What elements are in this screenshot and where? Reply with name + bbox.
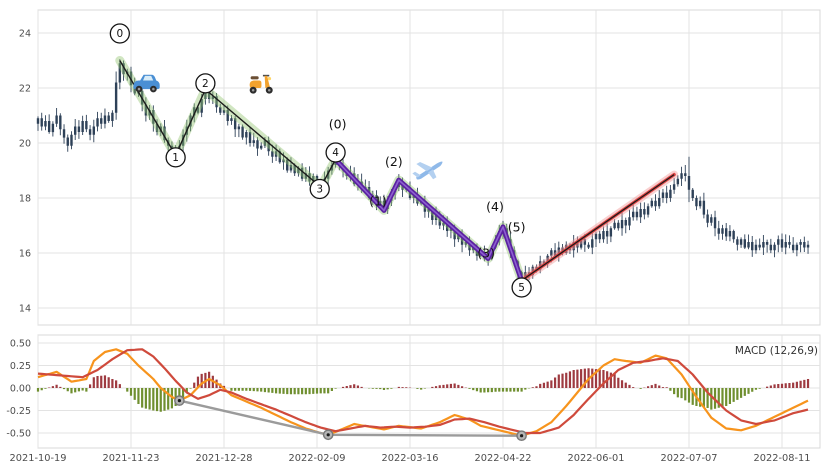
price-axis-label: 20 [19,139,31,150]
wave-circle-number: 2 [202,78,209,90]
wave-circle [309,178,330,200]
wave-paren-label: (5) [508,220,526,235]
wave-circle-label: 0 [109,23,130,44]
macd-axis-label: -0.25 [6,406,31,417]
wave-paren-label: (3) [477,246,495,261]
wave-circle-label: 4 [325,142,346,163]
macd-panel [37,334,821,449]
wave-circle-label: 3 [309,178,330,200]
price-axis-label: 24 [19,29,31,40]
macd-histogram-positive [48,368,810,388]
plane-shape [412,161,443,180]
macd-divergence-marker [516,430,527,442]
wave-circle [109,23,130,44]
wave-circle [195,73,216,94]
car-wheel-hub [152,87,155,91]
wave-paren-label: (0) [329,117,347,132]
plane-fuselage [416,161,443,180]
wave-paren-label: (1) [369,193,387,208]
divergence-dot-inner [520,434,524,438]
wave-circle-number: 0 [116,28,123,40]
price-axis-label: 18 [19,194,31,205]
date-axis-label: 2022-08-11 [754,453,811,464]
wave-circle-number: 1 [172,152,179,164]
wave-paren-label: (4) [486,199,504,214]
price-axis-label: 22 [19,84,31,95]
macd-axis-label: 0.25 [10,361,31,372]
macd-axis-label: 0.00 [10,384,31,395]
price-axis-label: 14 [19,304,31,315]
divergence-dot-inner [177,399,181,403]
date-axis-label: 2022-04-22 [475,453,532,464]
car-window [143,75,154,81]
price-axis-label: 16 [19,249,31,260]
wave-circle-label: 5 [511,277,532,298]
wave-circle [165,147,186,168]
macd-axis-label: -0.50 [6,429,31,440]
macd-histogram-negative [36,388,761,412]
scooter-headlight [267,77,272,81]
date-axis-label: 2022-03-16 [382,453,439,464]
macd-axis-label: 0.50 [10,339,31,350]
wave-circle-number: 3 [316,184,323,196]
date-axis-label: 2022-06-01 [568,453,625,464]
scooter-wheel-hub [251,88,255,92]
macd-divergence-marker [322,429,334,441]
macd-legend: MACD (12,26,9) [734,345,818,357]
scooter-icon [249,74,273,94]
scooter-wheel-hub [267,88,271,92]
scooter-front [264,75,270,89]
plane-wing-upper [416,161,433,172]
wave-circle-number: 5 [518,282,525,294]
macd-signal-line [37,348,809,435]
car-wheel-hub [137,87,141,91]
date-axis-label: 2021-12-28 [196,453,253,464]
plane-icon [412,161,443,180]
divergence-dot-inner [326,433,330,437]
scooter-seat [250,76,259,80]
macd-divergence-marker [174,395,185,406]
purple-subwave-core [335,158,523,281]
scooter-body [249,80,262,89]
date-axis-label: 2021-10-19 [10,453,67,464]
car-icon [133,74,160,93]
wave-circle [325,142,346,163]
plane-tail [412,171,421,178]
wave-circle-label: 1 [165,147,186,168]
date-axis-label: 2022-02-09 [289,453,346,464]
date-axis-label: 2022-07-07 [661,453,718,464]
wave-circle-number: 4 [332,147,339,159]
date-axis-label: 2021-11-23 [103,453,160,464]
recovery-trend-core [521,174,675,282]
plane-wing-lower [428,169,437,180]
wave-circle-label: 2 [195,73,216,94]
wave-circle [511,277,532,298]
wave-paren-label: (2) [385,154,403,169]
car-body [133,74,160,90]
